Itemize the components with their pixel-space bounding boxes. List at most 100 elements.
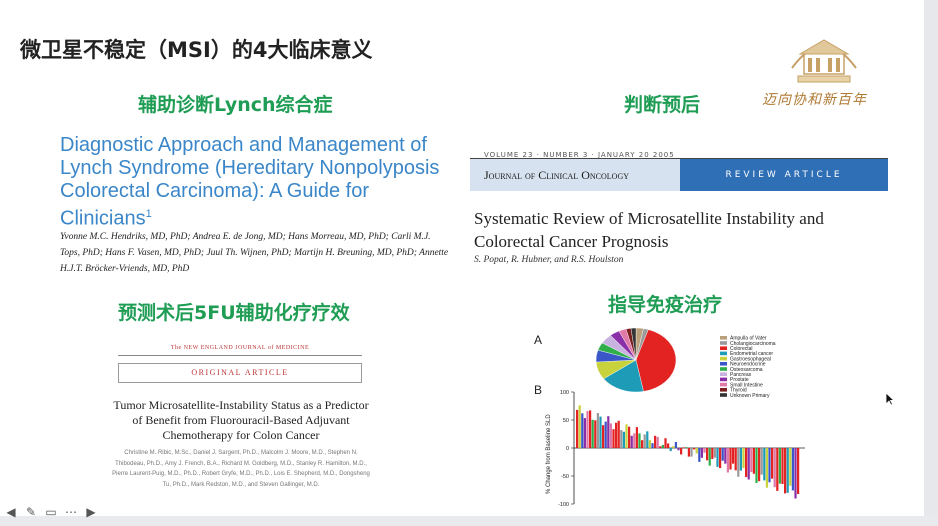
waterfall-bar — [576, 409, 579, 448]
waterfall-bar — [656, 436, 659, 448]
waterfall-bar — [685, 447, 688, 448]
paper2-authors: S. Popat, R. Hubner, and R.S. Houlston — [474, 255, 624, 265]
waterfall-bar — [591, 419, 594, 448]
waterfall-bar — [661, 444, 665, 448]
next-icon[interactable]: ▶ — [86, 505, 96, 519]
prev-icon[interactable]: ◀ — [6, 505, 16, 519]
waterfall-bar — [635, 427, 639, 448]
waterfall-bar — [599, 416, 602, 448]
waterfall-bar — [646, 431, 649, 448]
waterfall-bar — [664, 438, 667, 448]
pen-icon[interactable]: ✎ — [25, 505, 37, 519]
waterfall-bar — [602, 425, 605, 448]
pie-slice — [635, 329, 677, 392]
jco-journal-name: Journal of Clinical Oncology — [470, 159, 680, 191]
section-heading-lynch: 辅助诊断Lynch综合症 — [138, 94, 333, 116]
legend-label: Gastroesophageal — [730, 356, 771, 362]
waterfall-bar — [734, 448, 737, 471]
window-right-edge — [924, 0, 938, 526]
waterfall-bar — [726, 448, 730, 473]
waterfall-bar — [628, 426, 631, 448]
waterfall-bar — [713, 448, 717, 458]
presentation-toolbar: ◀ ✎ ▭ ⋯ ▶ — [4, 502, 98, 522]
waterfall-bar — [732, 448, 735, 464]
waterfall-bar — [768, 448, 771, 483]
paper1-authors: Yvonne M.C. Hendriks, MD, PhD; Andrea E.… — [60, 232, 449, 274]
legend-swatch — [720, 351, 727, 356]
waterfall-bar — [630, 435, 633, 448]
waterfall-bar — [789, 448, 792, 486]
waterfall-bar — [581, 413, 584, 448]
paper1-title: Diagnostic Approach and Management of Ly… — [60, 134, 440, 230]
tumor-type-pie — [595, 327, 677, 393]
waterfall-bar — [583, 418, 587, 448]
waterfall-bar — [700, 448, 704, 458]
pie-slice — [630, 327, 637, 361]
legend-swatch — [720, 372, 727, 376]
waterfall-bar — [604, 421, 607, 448]
waterfall-bar — [773, 448, 776, 488]
legend-swatch — [720, 336, 727, 340]
waterfall-bar — [641, 440, 644, 448]
legend-swatch — [720, 393, 727, 397]
waterfall-bar — [737, 448, 740, 477]
subtitle-icon[interactable]: ▭ — [45, 505, 57, 519]
waterfall-bar — [794, 448, 797, 499]
nejm-article-type: ORIGINAL ARTICLE — [118, 363, 362, 383]
waterfall-bar — [690, 448, 693, 457]
waterfall-bar — [698, 448, 701, 462]
waterfall-bar — [755, 448, 758, 483]
legend-swatch — [720, 377, 727, 382]
waterfall-bar — [643, 434, 646, 448]
window-bottom-edge — [0, 516, 938, 526]
slide-title: 微卫星不稳定（MSI）的4大临床意义 — [20, 38, 373, 62]
paper3-title: Tumor Microsatellite-Instability Status … — [113, 398, 369, 442]
panel-b-label: B — [534, 383, 542, 397]
y-tick-label: 50 — [563, 418, 569, 424]
waterfall-bar — [667, 443, 670, 448]
waterfall-bar — [711, 448, 714, 459]
waterfall-bar — [615, 422, 618, 448]
more-icon[interactable]: ⋯ — [65, 505, 77, 519]
waterfall-bar — [752, 448, 756, 474]
waterfall-bar — [693, 448, 696, 450]
waterfall-bar — [708, 448, 711, 466]
waterfall-bar — [758, 448, 761, 482]
waterfall-bar — [596, 413, 600, 448]
section-heading-prognosis: 判断预后 — [624, 94, 701, 116]
waterfall-bar — [721, 448, 724, 461]
legend-label: Endometrial cancer — [730, 351, 773, 357]
slide: 微卫星不稳定（MSI）的4大临床意义 迈向协和新百年 辅助诊断Lynch综合症 … — [0, 0, 924, 516]
waterfall-bar — [638, 433, 641, 448]
waterfall-y-label: % Change from Baseline SLD — [546, 414, 552, 494]
y-tick-label: 100 — [560, 390, 569, 396]
waterfall-bar — [781, 448, 784, 485]
jco-rule — [470, 158, 888, 159]
legend-label: Cholangiocarcinoma — [730, 341, 776, 347]
y-tick-label: -100 — [558, 502, 569, 508]
waterfall-bar — [778, 448, 782, 484]
waterfall-bar — [594, 420, 597, 448]
waterfall-bar — [763, 448, 766, 481]
legend-swatch — [720, 382, 727, 387]
nejm-masthead: The NEW ENGLAND JOURNAL of MEDICINE — [170, 345, 310, 351]
waterfall-bar — [672, 446, 675, 448]
waterfall-bar — [742, 448, 745, 469]
waterfall-bar — [745, 448, 748, 478]
waterfall-bar — [617, 420, 620, 448]
pumch-logo — [791, 39, 857, 83]
tumor-type-legend: Ampulla of VaterCholangiocarcinomaColore… — [720, 336, 776, 399]
waterfall-bar — [695, 448, 698, 454]
mouse-cursor — [885, 392, 895, 406]
waterfall-bar — [776, 448, 779, 491]
waterfall-bar — [729, 448, 732, 470]
waterfall-bar — [651, 443, 654, 448]
legend-swatch — [720, 356, 727, 361]
waterfall-bar — [589, 410, 592, 448]
waterfall-bar — [659, 446, 662, 448]
waterfall-bar — [578, 405, 581, 448]
waterfall-bars — [576, 405, 800, 499]
legend-swatch — [720, 341, 727, 345]
legend-label: Neuroendocrine — [730, 362, 766, 368]
waterfall-bar — [784, 448, 787, 494]
